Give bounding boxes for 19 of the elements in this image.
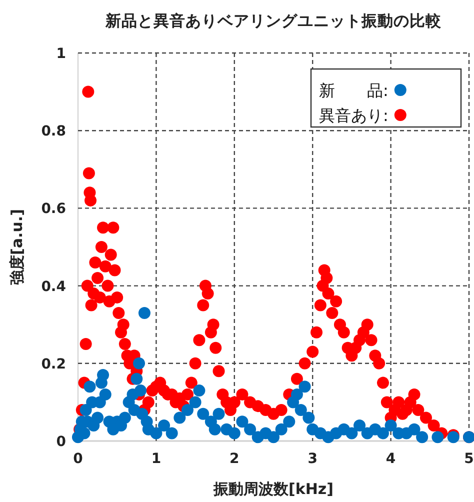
legend-label: 異音あり: [319,106,388,125]
x-tick-label: 0 [73,451,84,467]
y-tick-label: 0.4 [41,278,66,295]
y-tick-label: 0.2 [41,356,66,372]
y-axis-title: 強度[a.u.] [8,209,26,285]
chart-title: 新品と異音ありベアリングユニット振動の比較 [104,12,442,30]
x-tick-label: 4 [386,451,396,467]
legend-label: 新 品: [319,81,388,100]
y-tick-label: 0.6 [41,201,66,218]
legend-entry: 異音あり: [319,106,406,125]
y-tick-label: 0.8 [41,124,66,140]
x-tick-label: 3 [308,451,318,467]
x-axis-title: 振動周波数[kHz] [212,480,334,498]
y-tick-label: 1 [56,46,66,62]
x-tick-label: 5 [464,451,474,467]
x-tick-label: 1 [151,451,162,467]
legend-entry: 新 品: [319,81,406,100]
x-tick-label: 2 [230,451,240,467]
y-tick-label: 0 [56,434,66,450]
